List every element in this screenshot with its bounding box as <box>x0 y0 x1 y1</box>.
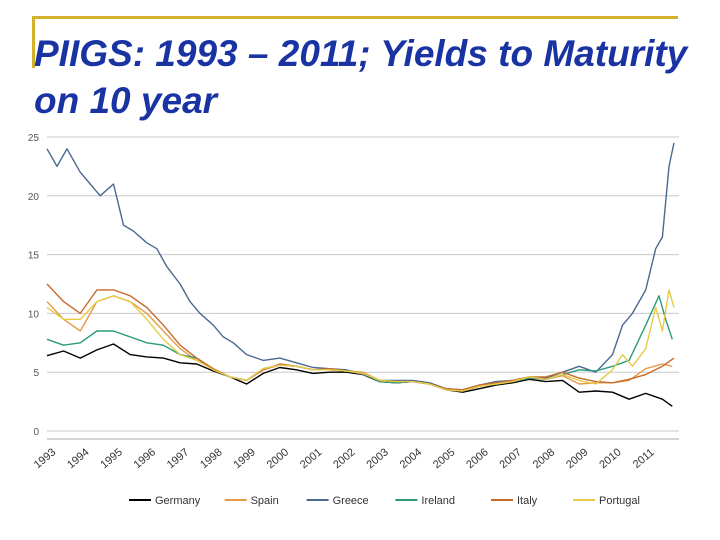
x-tick-label: 2011 <box>631 447 657 471</box>
x-tick-label: 1994 <box>65 446 91 471</box>
x-tick-labels: 1993 1994 1995 1996 1997 1998 1999 2000 2001 2002… <box>32 446 657 471</box>
y-tick-label: 0 <box>33 427 39 438</box>
x-tick-label: 2005 <box>431 446 457 471</box>
y-tick-label: 15 <box>28 251 40 262</box>
x-tick-label: 2002 <box>331 446 357 471</box>
x-tick-label: 2001 <box>298 446 324 471</box>
y-tick-label: 20 <box>28 192 40 203</box>
x-tick-label: 1997 <box>165 446 191 471</box>
x-tick-label: 2004 <box>398 446 424 471</box>
x-tick-label: 2006 <box>464 446 490 471</box>
x-tick-label: 1993 <box>32 446 58 471</box>
series-line-portugal <box>46 289 675 392</box>
series-line-ireland <box>46 295 673 392</box>
series-line-spain <box>46 295 673 392</box>
slide-title: PIIGS: 1993 – 2011; Yields to Maturity o… <box>34 33 688 121</box>
legend-label-ireland: Ireland <box>421 495 455 507</box>
legend-label-italy: Italy <box>517 495 538 507</box>
yield-chart: 0 5 10 15 20 25 1993 1994 1995 1996 1997 1998 1999 2… <box>19 127 709 520</box>
x-tick-label: 2007 <box>498 446 524 471</box>
title-accent-rule-left <box>32 16 35 68</box>
y-tick-label: 10 <box>28 309 40 320</box>
legend-label-spain: Spain <box>251 495 279 507</box>
x-tick-label: 2000 <box>265 446 291 471</box>
y-tick-labels: 0 5 10 15 20 25 <box>28 133 40 438</box>
legend: Germany Spain Greece Ireland Italy Portugal <box>129 495 640 507</box>
y-tick-label: 25 <box>28 133 40 144</box>
y-tick-label: 5 <box>33 368 39 379</box>
x-tick-label: 1998 <box>198 446 224 471</box>
series-line-germany <box>46 343 673 407</box>
x-tick-label: 1996 <box>132 446 158 471</box>
series-lines <box>46 142 675 407</box>
x-tick-label: 1995 <box>98 446 124 471</box>
legend-label-germany: Germany <box>155 495 201 507</box>
series-line-greece <box>46 142 675 391</box>
x-tick-label: 2008 <box>531 446 557 471</box>
title-accent-rule-top <box>32 16 678 19</box>
line-chart-svg: 0 5 10 15 20 25 1993 1994 1995 1996 1997 1998 1999 2… <box>28 133 679 507</box>
legend-label-greece: Greece <box>333 495 369 507</box>
legend-label-portugal: Portugal <box>599 495 640 507</box>
x-tick-label: 1999 <box>231 446 257 471</box>
x-tick-label: 2009 <box>564 446 590 471</box>
grid-layer <box>47 136 679 440</box>
x-tick-label: 2010 <box>597 446 623 471</box>
x-tick-label: 2003 <box>364 446 390 471</box>
